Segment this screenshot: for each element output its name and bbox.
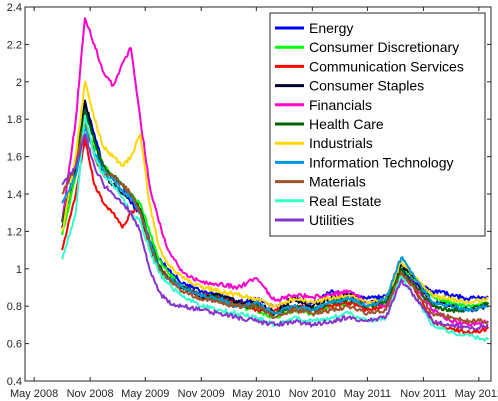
legend-label: Health Care [309,116,384,132]
legend-label: Consumer Staples [309,78,424,94]
legend-items: Energy Consumer Discretionary Communicatio… [275,20,464,228]
x-axis: May 2008 Nov 2008 May 2009 Nov 2009 May 2010… [10,7,498,400]
x-tick-label: Nov 2008 [67,388,114,400]
legend-label: Information Technology [309,154,454,170]
y-tick-label: 1.6 [7,152,22,164]
series-line-8 [61,127,489,315]
x-tick-label: Nov 2010 [289,388,336,400]
series-line-7 [61,80,489,309]
legend: Energy Consumer Discretionary Communicatio… [269,12,486,237]
legend-label: Real Estate [309,193,382,209]
legend-label: Materials [309,174,366,190]
x-tick-label: May 2012 [455,388,498,400]
x-tick-label: Nov 2009 [178,388,225,400]
legend-label: Consumer Discretionary [309,39,459,55]
y-tick-label: 2.2 [7,39,22,51]
y-tick-label: 1.4 [7,189,22,201]
series-layer [61,17,490,342]
legend-label: Utilities [309,212,354,228]
x-tick-label: May 2008 [10,388,58,400]
legend-label: Energy [309,20,353,36]
x-tick-label: May 2009 [121,388,169,400]
x-tick-label: Nov 2011 [400,388,446,400]
x-tick-label: May 2010 [232,388,280,400]
y-axis: 0.4 0.6 0.8 1 1.2 1.4 1.6 1.8 2 2.2 2.4 [7,2,491,388]
legend-label: Communication Services [309,58,464,74]
y-tick-label: 0.6 [7,339,22,351]
series-line-11 [61,133,489,331]
legend-label: Industrials [309,135,373,151]
y-tick-label: 2 [16,77,22,89]
series-line-9 [61,118,490,324]
y-tick-label: 2.4 [7,2,22,14]
y-tick-label: 1.2 [7,226,22,238]
legend-label: Financials [309,97,372,113]
x-tick-label: May 2011 [344,388,392,400]
y-tick-label: 0.4 [7,376,22,388]
y-tick-label: 1 [16,264,22,276]
y-tick-label: 1.8 [7,114,22,126]
y-tick-label: 0.8 [7,301,22,313]
legend-box [269,12,486,237]
